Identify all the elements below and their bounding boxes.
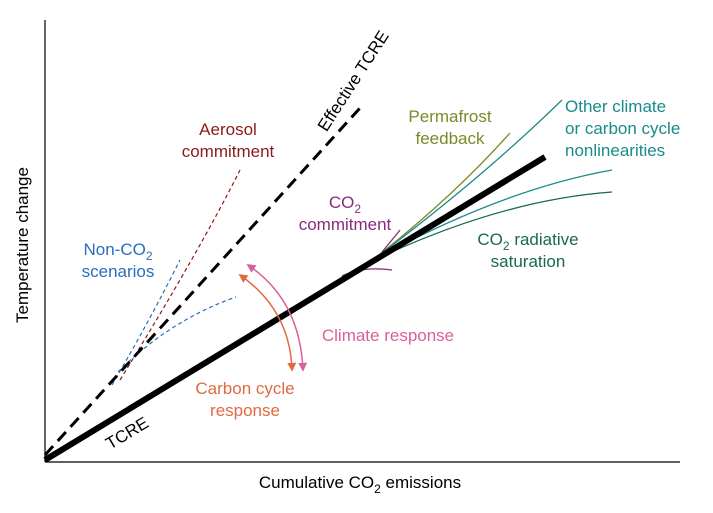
climate-response-label: Climate response — [322, 326, 454, 345]
permafrost-label: Permafrost — [408, 107, 491, 126]
non-co2-label: scenarios — [82, 262, 155, 281]
text-part: 2 — [354, 202, 361, 216]
text-part: scenarios — [82, 262, 155, 281]
carbon-cycle-arrow — [238, 273, 297, 372]
text-part: Cumulative CO — [259, 473, 374, 492]
text-part: saturation — [491, 252, 566, 271]
other-label: Other climate — [565, 97, 666, 116]
saturation-curve — [369, 191, 613, 263]
co2-commitment-label: CO2 — [329, 193, 362, 216]
saturation-label: CO2 radiative — [477, 230, 578, 253]
text-part: 2 — [503, 239, 510, 253]
carbon-cycle-label: response — [210, 401, 280, 420]
text-part: radiative — [510, 230, 579, 249]
text-part: commitment — [299, 215, 392, 234]
co2-commitment-label: commitment — [299, 215, 392, 234]
text-part: 2 — [146, 249, 153, 263]
text-part: Non-CO — [83, 240, 145, 259]
other-label: or carbon cycle — [565, 119, 680, 138]
aerosol-label: Aerosol — [199, 120, 257, 139]
aerosol-label: commitment — [182, 142, 275, 161]
effective-tcre-label: Effective TCRE — [314, 27, 393, 134]
non-co2-curve — [117, 296, 237, 373]
tcre-line — [43, 154, 547, 463]
saturation-label: saturation — [491, 252, 566, 271]
non-co2-curve — [111, 259, 181, 386]
text-part: emissions — [381, 473, 461, 492]
effective-tcre-line — [43, 106, 362, 457]
non-co2-label: Non-CO2 — [83, 240, 152, 263]
x-axis-label: Cumulative CO2 emissions — [259, 473, 461, 496]
carbon-cycle-label: Carbon cycle — [195, 379, 294, 398]
aerosol-curve — [119, 169, 241, 381]
axes — [44, 20, 680, 463]
text-part: 2 — [374, 482, 381, 496]
permafrost-label: feedback — [416, 129, 485, 148]
other-curve — [369, 99, 563, 263]
text-part: CO — [329, 193, 355, 212]
text-part: CO — [477, 230, 503, 249]
other-label: nonlinearities — [565, 141, 665, 160]
y-axis-label: Temperature change — [13, 167, 32, 323]
